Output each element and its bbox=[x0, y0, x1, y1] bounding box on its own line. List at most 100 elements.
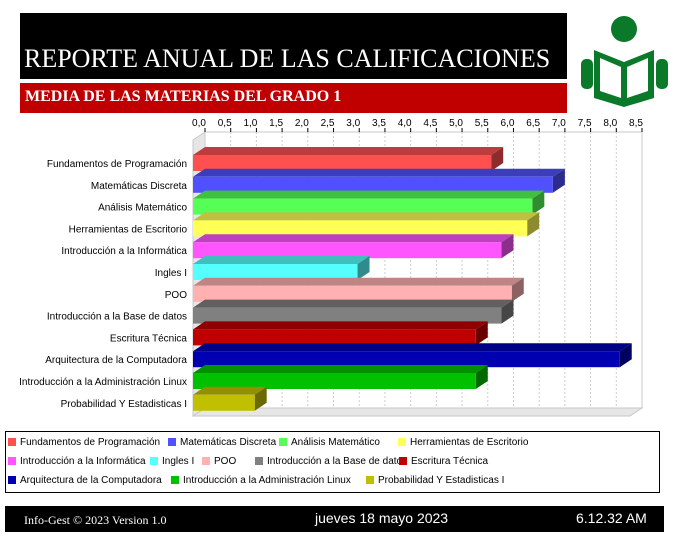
bar bbox=[193, 242, 502, 259]
title-bar bbox=[20, 13, 567, 79]
category-label: Escritura Técnica bbox=[110, 333, 188, 344]
bar bbox=[193, 155, 492, 171]
x-tick-label: 5,0 bbox=[449, 118, 463, 129]
legend-label: Introducción a la Base de datos bbox=[267, 456, 408, 467]
category-label: Herramientas de Escritorio bbox=[69, 224, 188, 235]
legend-item: Escritura Técnica bbox=[399, 455, 488, 468]
bar bbox=[193, 285, 512, 302]
x-tick-label: 6,5 bbox=[526, 118, 540, 129]
bar-chart: 0,0 0,5 1,0 1,5 2,0 2,5 3,0 3,5 4,0 4,5 5,0 5,5 6,0 6… bbox=[19, 118, 644, 417]
bar-top bbox=[193, 277, 524, 286]
category-label: Análisis Matemático bbox=[98, 203, 187, 214]
category-label: POO bbox=[165, 290, 187, 301]
legend-swatch bbox=[168, 438, 176, 446]
legend-label: Análisis Matemático bbox=[291, 437, 380, 448]
legend-item: POO bbox=[202, 455, 236, 468]
legend-item: Análisis Matemático bbox=[279, 436, 380, 449]
legend-label: Matemáticas Discreta bbox=[180, 437, 277, 448]
legend-item: Introducción a la Base de datos bbox=[255, 455, 407, 468]
x-tick-label: 3,5 bbox=[372, 118, 386, 129]
category-label: Introducción a la Base de datos bbox=[47, 312, 187, 323]
x-tick-label: 8,0 bbox=[603, 118, 617, 129]
bar bbox=[193, 394, 255, 411]
bar-side bbox=[532, 190, 545, 215]
bar-side bbox=[552, 168, 565, 193]
bar-top bbox=[193, 168, 565, 177]
legend-item: Matemáticas Discreta bbox=[168, 436, 276, 449]
category-label: Introducción a la Informática bbox=[61, 246, 187, 257]
footer-bar: Info-Gest © 2023 Version 1.0 jueves 18 m… bbox=[5, 506, 664, 532]
x-tick-label: 1,5 bbox=[269, 118, 283, 129]
legend-item: Introducción a la Informática bbox=[8, 455, 146, 468]
bar-side bbox=[619, 343, 632, 368]
legend-label: Arquitectura de la Computadora bbox=[20, 475, 162, 486]
category-label: Fundamentos de Programación bbox=[47, 159, 187, 170]
x-tick-label: 4,5 bbox=[423, 118, 437, 129]
app-version: Info-Gest © 2023 Version 1.0 bbox=[24, 513, 167, 527]
bar-side bbox=[475, 321, 488, 346]
legend-swatch bbox=[202, 457, 210, 465]
legend-item: Ingles I bbox=[150, 455, 194, 468]
bar-side bbox=[254, 386, 267, 411]
bar-top bbox=[193, 190, 545, 199]
bar-side bbox=[475, 365, 488, 389]
footer-date: jueves 18 mayo 2023 bbox=[315, 510, 449, 526]
x-tick-label: 2,0 bbox=[295, 118, 309, 129]
report-subtitle: MEDIA DE LAS MATERIAS DEL GRADO 1 bbox=[25, 88, 342, 105]
footer-time: 6.12.32 AM bbox=[576, 510, 647, 526]
x-tick-label: 4,0 bbox=[398, 118, 412, 129]
bar bbox=[193, 220, 528, 237]
legend-label: Introducción a la Informática bbox=[20, 456, 146, 467]
bar-top bbox=[193, 212, 540, 221]
bar bbox=[193, 176, 553, 193]
legend-label: Introducción a la Administración Linux bbox=[183, 475, 351, 486]
x-tick-label: 6,0 bbox=[501, 118, 515, 129]
bar-side bbox=[357, 256, 370, 280]
legend-swatch bbox=[8, 438, 16, 446]
bar bbox=[193, 329, 476, 346]
reader-icon bbox=[581, 16, 668, 107]
bar bbox=[193, 198, 533, 215]
category-label: Probabilidad Y Estadisticas I bbox=[61, 399, 187, 410]
x-tick-label: 1,0 bbox=[243, 118, 257, 129]
bar-top bbox=[193, 386, 267, 395]
category-label: Arquitectura de la Computadora bbox=[45, 355, 187, 366]
x-tick-label: 7,0 bbox=[552, 118, 566, 129]
x-tick-label: 5,5 bbox=[475, 118, 489, 129]
bar-top bbox=[193, 343, 632, 352]
bar-top bbox=[193, 256, 370, 264]
legend-label: Fundamentos de Programación bbox=[20, 437, 161, 448]
x-tick-label: 3,0 bbox=[346, 118, 360, 129]
bar bbox=[193, 307, 502, 324]
legend-item: Fundamentos de Programación bbox=[8, 436, 160, 449]
legend-swatch bbox=[8, 457, 16, 465]
bar-side bbox=[501, 299, 514, 324]
category-label: Ingles I bbox=[155, 268, 187, 279]
legend-label: Herramientas de Escritorio bbox=[410, 437, 529, 448]
legend-item: Introducción a la Administración Linux bbox=[171, 474, 351, 487]
bar-top bbox=[193, 299, 514, 308]
legend-label: Ingles I bbox=[162, 456, 195, 467]
axis-floor bbox=[191, 407, 644, 417]
bar-side bbox=[511, 277, 524, 302]
bar-top bbox=[193, 147, 504, 155]
legend-label: Escritura Técnica bbox=[411, 456, 489, 467]
bar bbox=[193, 373, 476, 389]
x-tick-label: 7,5 bbox=[578, 118, 592, 129]
legend-label: Probabilidad Y Estadisticas I bbox=[378, 475, 505, 486]
legend-swatch bbox=[150, 457, 158, 465]
bar-side bbox=[491, 147, 504, 171]
bar-side bbox=[501, 234, 514, 259]
legend-item: Probabilidad Y Estadisticas I bbox=[366, 474, 504, 487]
legend-label: POO bbox=[214, 456, 237, 467]
bar bbox=[193, 264, 358, 280]
legend-swatch bbox=[255, 457, 263, 465]
bar-side bbox=[527, 212, 540, 237]
legend-swatch bbox=[399, 457, 407, 465]
legend-item: Arquitectura de la Computadora bbox=[8, 474, 162, 487]
legend-swatch bbox=[279, 438, 287, 446]
legend-item: Herramientas de Escritorio bbox=[398, 436, 528, 449]
x-tick-label: 0,0 bbox=[192, 118, 206, 129]
category-label: Introducción a la Administración Linux bbox=[19, 377, 187, 388]
bar-top bbox=[193, 365, 488, 373]
